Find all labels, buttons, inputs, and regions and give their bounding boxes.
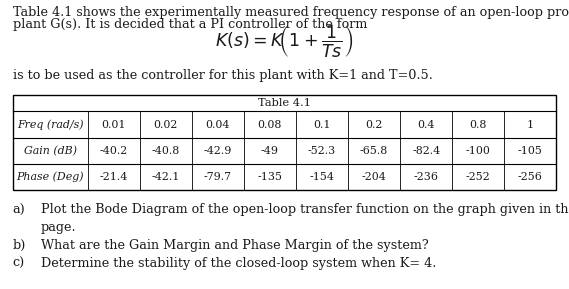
Text: 0.08: 0.08 — [258, 120, 282, 129]
Text: -79.7: -79.7 — [204, 172, 232, 182]
Text: Table 4.1 shows the experimentally measured frequency response of an open-loop p: Table 4.1 shows the experimentally measu… — [13, 6, 569, 19]
Text: $K(s) = K\!\left(1 + \dfrac{1}{Ts}\right)$: $K(s) = K\!\left(1 + \dfrac{1}{Ts}\right… — [216, 23, 353, 59]
Text: -40.8: -40.8 — [151, 146, 180, 156]
Text: Phase (Deg): Phase (Deg) — [17, 172, 84, 182]
Bar — [13, 95, 556, 190]
Text: -49: -49 — [261, 146, 279, 156]
Text: -105: -105 — [518, 146, 543, 156]
Text: -40.2: -40.2 — [100, 146, 128, 156]
Text: -252: -252 — [466, 172, 490, 182]
Text: Plot the Bode Diagram of the open-loop transfer function on the graph given in t: Plot the Bode Diagram of the open-loop t… — [41, 203, 569, 216]
Text: c): c) — [13, 257, 25, 270]
Text: 0.02: 0.02 — [154, 120, 178, 129]
Text: Determine the stability of the closed-loop system when K= 4.: Determine the stability of the closed-lo… — [41, 257, 436, 270]
Text: -21.4: -21.4 — [100, 172, 128, 182]
Text: a): a) — [13, 203, 25, 216]
Text: -42.1: -42.1 — [151, 172, 180, 182]
Text: -236: -236 — [414, 172, 439, 182]
Text: -154: -154 — [310, 172, 335, 182]
Text: -100: -100 — [466, 146, 491, 156]
Text: -204: -204 — [362, 172, 386, 182]
Text: 0.04: 0.04 — [205, 120, 230, 129]
Text: What are the Gain Margin and Phase Margin of the system?: What are the Gain Margin and Phase Margi… — [41, 239, 428, 252]
Text: -256: -256 — [518, 172, 543, 182]
Text: Table 4.1: Table 4.1 — [258, 98, 311, 108]
Text: Freq (rad/s): Freq (rad/s) — [17, 119, 83, 130]
Text: is to be used as the controller for this plant with K=1 and T=0.5.: is to be used as the controller for this… — [13, 69, 432, 82]
Text: -42.9: -42.9 — [204, 146, 232, 156]
Text: -52.3: -52.3 — [308, 146, 336, 156]
Text: 0.4: 0.4 — [418, 120, 435, 129]
Text: 0.2: 0.2 — [365, 120, 383, 129]
Text: -135: -135 — [257, 172, 282, 182]
Text: 1: 1 — [527, 120, 534, 129]
Text: -82.4: -82.4 — [412, 146, 440, 156]
Text: -65.8: -65.8 — [360, 146, 388, 156]
Text: plant G(s). It is decided that a PI controller of the form: plant G(s). It is decided that a PI cont… — [13, 18, 367, 31]
Text: Gain (dB): Gain (dB) — [23, 146, 77, 156]
Text: 0.8: 0.8 — [469, 120, 487, 129]
Text: 0.01: 0.01 — [101, 120, 126, 129]
Text: b): b) — [13, 239, 26, 252]
Text: 0.1: 0.1 — [314, 120, 331, 129]
Text: page.: page. — [41, 221, 77, 234]
